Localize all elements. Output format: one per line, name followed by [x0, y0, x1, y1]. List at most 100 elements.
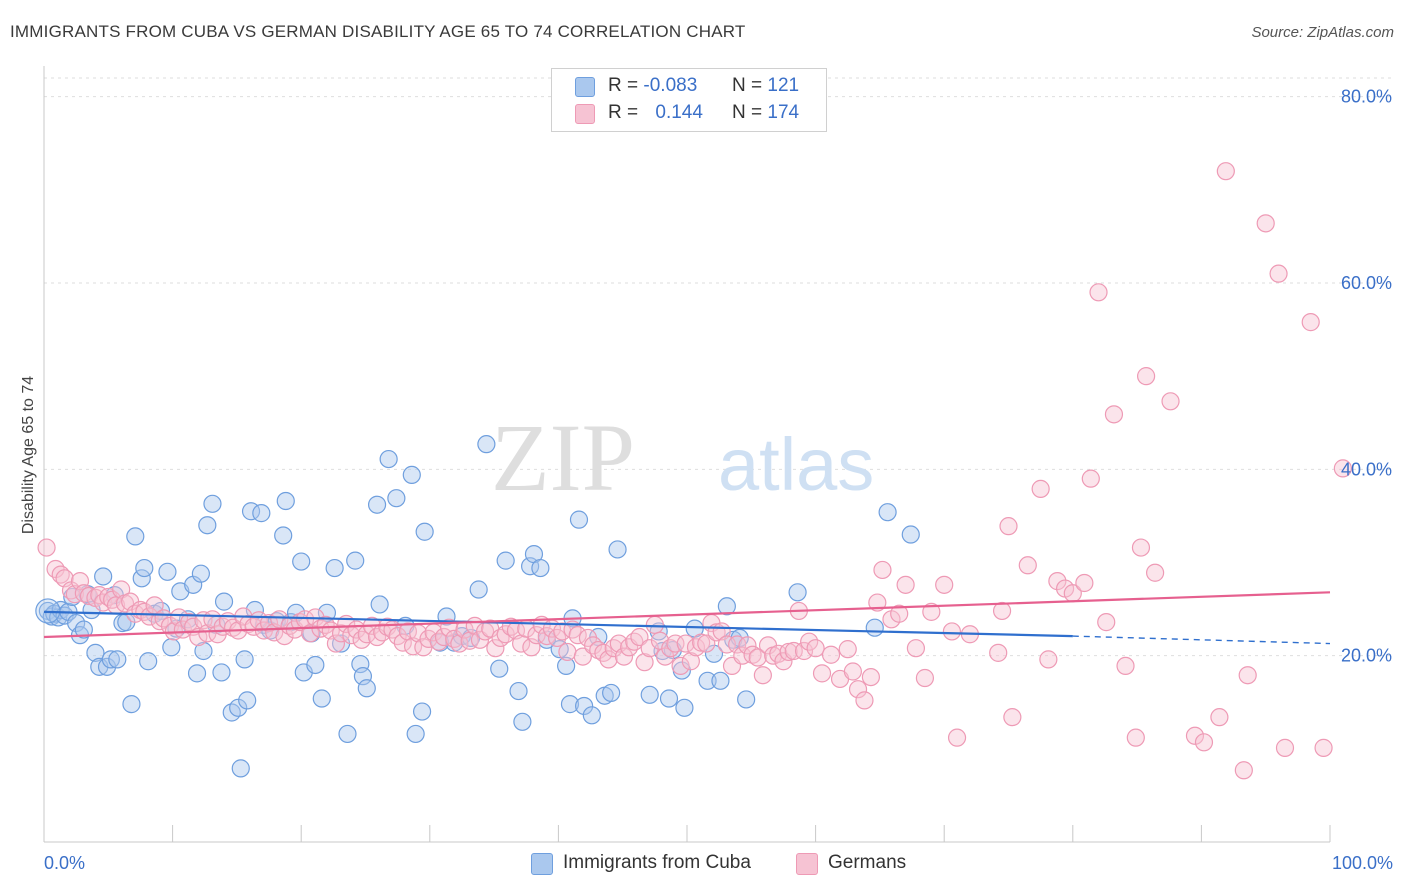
cuba-point — [698, 671, 717, 690]
y-axis-label: Disability Age 65 to 74 — [20, 376, 37, 534]
germans-point — [992, 601, 1012, 621]
legend-n-label: N = — [732, 75, 763, 96]
germans-point — [738, 636, 757, 655]
trend-lines — [43, 591, 1331, 645]
germans-points — [37, 162, 1352, 780]
germans-point — [697, 634, 716, 653]
cuba-point — [235, 650, 254, 669]
germans-point — [784, 641, 803, 661]
germans-point — [1075, 573, 1094, 593]
germans-point — [1089, 283, 1108, 302]
germans-point — [645, 615, 664, 635]
cuba-point — [238, 691, 257, 710]
germans-point — [37, 538, 56, 557]
watermark-atlas: atlas — [718, 423, 874, 506]
germans-point — [989, 643, 1008, 662]
germans-point — [486, 639, 505, 658]
cuba-point — [675, 698, 694, 717]
germans-point — [922, 602, 941, 621]
cuba-point — [717, 597, 736, 616]
germans-point — [1275, 738, 1295, 757]
germans-point — [1081, 469, 1100, 488]
germans-point — [753, 666, 772, 685]
cuba-point — [370, 595, 389, 614]
cuba-point — [162, 638, 181, 657]
germans-point — [1003, 708, 1022, 727]
germans-point — [1314, 738, 1333, 757]
cuba-point — [338, 724, 357, 744]
germans-point — [1269, 264, 1288, 283]
germans-point — [1137, 367, 1156, 386]
germans-point — [666, 634, 685, 653]
cuba-point — [704, 644, 724, 663]
cuba-point — [737, 690, 756, 709]
cuba-point — [569, 510, 589, 529]
cuba-trend-extension — [1072, 635, 1331, 645]
tick-labels: 20.0% 40.0% 60.0% 80.0% 0.0% 100.0% — [44, 87, 1393, 873]
cuba-point — [379, 449, 398, 469]
germans-point — [239, 614, 258, 634]
cuba-point — [101, 650, 120, 669]
cuba-point — [86, 643, 105, 662]
germans-trend-line — [43, 591, 1331, 639]
cuba-point — [608, 540, 627, 559]
germans-point — [558, 642, 577, 662]
legend-r-value: -0.083 — [643, 75, 698, 96]
germans-point — [843, 662, 862, 681]
cuba-point — [582, 706, 601, 725]
x-tick-label-min: 0.0% — [44, 853, 85, 873]
cuba-point — [878, 503, 897, 522]
cuba-point — [659, 689, 679, 708]
germans-point — [1194, 733, 1214, 752]
germans-point — [676, 634, 695, 653]
cuba-point — [274, 526, 293, 545]
germans-point — [748, 648, 767, 667]
watermark: ZIP atlas — [491, 404, 874, 511]
cuba-point — [306, 655, 325, 675]
germans-point — [373, 623, 392, 642]
cuba-point — [139, 652, 158, 671]
legend-n-label: N = — [732, 102, 763, 123]
legend-r-label: R = — [608, 75, 639, 96]
cuba-point — [108, 650, 127, 669]
germans-point — [1146, 563, 1165, 582]
germans-point — [906, 639, 926, 658]
germans-point — [568, 626, 587, 645]
cuba-point — [531, 558, 550, 578]
cuba-point — [158, 562, 177, 581]
germans-point — [1234, 761, 1253, 780]
germans-point — [999, 517, 1018, 536]
cuba-point — [194, 641, 213, 661]
germans-point — [873, 560, 892, 580]
cuba-point — [312, 689, 331, 708]
germans-point — [855, 691, 874, 710]
cuba-point — [214, 592, 234, 611]
germans-point — [1210, 708, 1229, 727]
x-tick-label-max: 100.0% — [1332, 853, 1393, 873]
germans-point — [316, 615, 335, 635]
cuba-point — [469, 580, 488, 599]
legend-n-value: 121 — [767, 75, 800, 96]
germans-point — [74, 584, 93, 603]
legend-swatch-cuba — [575, 77, 595, 97]
cuba-point — [602, 683, 621, 703]
bottom-legend-label-cuba: Immigrants from Cuba — [563, 852, 751, 873]
germans-point — [352, 630, 371, 649]
legend-swatch-germans — [575, 104, 595, 124]
chart-title: IMMIGRANTS FROM CUBA VS GERMAN DISABILIT… — [10, 22, 746, 41]
germans-point — [806, 639, 825, 658]
germans-point — [1018, 556, 1037, 575]
germans-point — [630, 627, 649, 647]
cuba-point — [135, 558, 154, 578]
cuba-point — [74, 620, 93, 639]
germans-point — [743, 645, 762, 664]
germans-point — [1131, 538, 1151, 557]
cuba-point — [560, 695, 580, 714]
cuba-point — [387, 489, 406, 508]
cuba-point — [203, 494, 222, 513]
cuba-point — [191, 564, 210, 583]
cuba-point — [126, 527, 145, 546]
source-label: Source: ZipAtlas.com — [1251, 24, 1394, 41]
germans-point — [173, 620, 192, 639]
